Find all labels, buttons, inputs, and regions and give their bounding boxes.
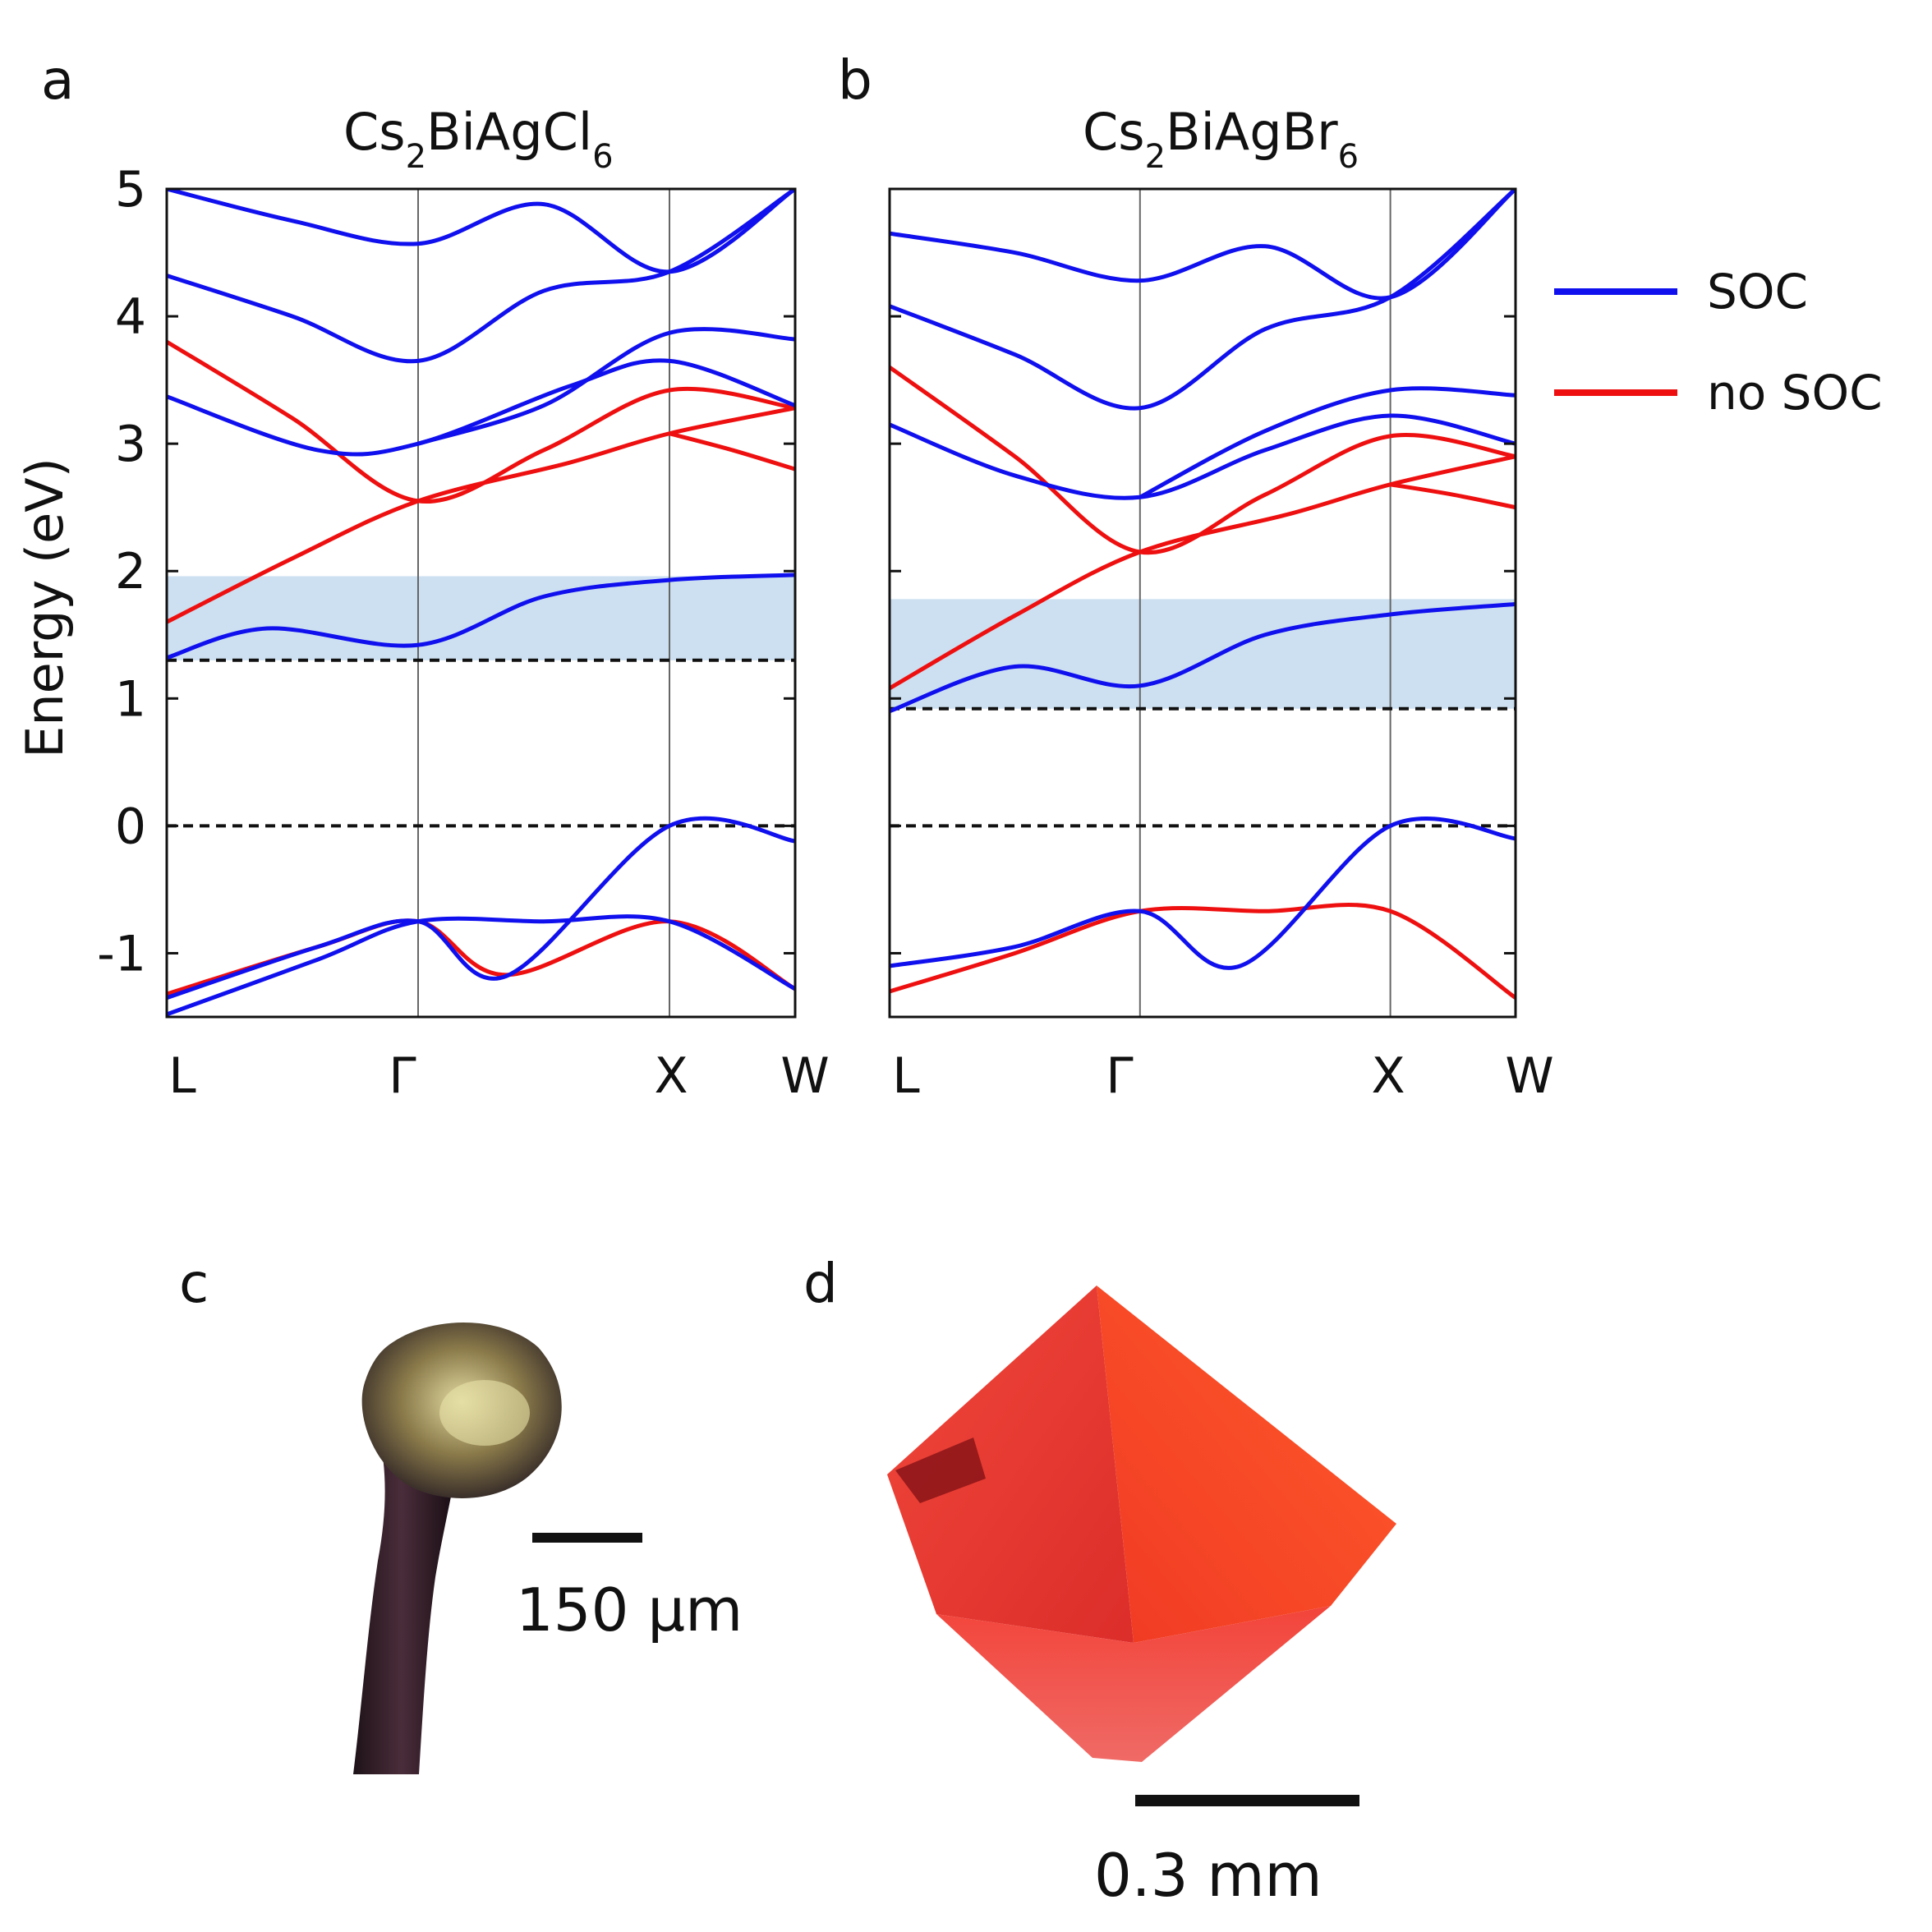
crystal-face-left: [887, 1286, 1134, 1643]
y-tick-labels: 5 4 3 2 1 0 -1: [97, 161, 146, 982]
band-curve-soc: [890, 189, 1516, 301]
title-a-mid: BiAgCl: [426, 102, 592, 162]
title-a-sub2: 6: [592, 138, 613, 176]
panel-b-title: Cs2BiAgBr6: [1083, 102, 1359, 176]
x-tick-label: L: [892, 1047, 920, 1105]
scale-label-d: 0.3 mm: [1094, 1841, 1322, 1910]
y-axis-label: Energy (eV): [15, 458, 75, 758]
plot-frame: [888, 187, 1517, 1019]
band-curve-soc: [890, 816, 1516, 970]
band-curve-no-soc: [890, 903, 1516, 1000]
band-curve-soc: [167, 189, 795, 274]
band-curve-soc: [167, 914, 795, 1017]
title-b-main: Cs: [1083, 102, 1145, 162]
crystal-dark-facet: [895, 1438, 986, 1503]
title-a-sub1: 2: [406, 138, 426, 176]
band-curve-no-soc: [167, 339, 795, 504]
y-tick-label: 1: [115, 670, 146, 728]
band-curve-soc: [890, 189, 1516, 411]
x-tick-label: L: [168, 1047, 196, 1105]
band-curve-soc: [167, 573, 795, 660]
scale-label-c: 150 μm: [516, 1576, 743, 1644]
band-curve-soc: [167, 816, 795, 1000]
band-curve-soc: [890, 413, 1516, 500]
y-tick-label: 0: [115, 798, 146, 855]
photo-crystal-d: 0.3 mm: [887, 1286, 1396, 1910]
title-a-main: Cs: [343, 102, 406, 162]
y-tick-label: -1: [97, 925, 146, 982]
y-tick-label: 4: [115, 288, 146, 346]
panel-letter-a: a: [41, 48, 74, 112]
legend: SOC no SOC: [1554, 264, 1883, 421]
x-tick-label: Γ: [1106, 1047, 1134, 1105]
plot-frame: [165, 187, 797, 1019]
band-curve-no-soc: [669, 431, 795, 472]
x-tick-label: W: [780, 1047, 829, 1105]
panel-letter-c: c: [179, 1252, 209, 1315]
y-tick-label: 3: [115, 416, 146, 473]
crystal-highlight: [439, 1380, 530, 1446]
title-b-sub1: 2: [1145, 138, 1166, 176]
band-curve-no-soc: [1390, 482, 1516, 510]
band-curve-soc: [890, 602, 1516, 714]
photo-crystal-c: 150 μm: [353, 1322, 743, 1774]
band-curve-soc: [167, 189, 795, 364]
band-structure-chart-b: [888, 187, 1517, 1019]
x-tick-label: X: [1371, 1047, 1405, 1105]
gap-shaded-band: [167, 576, 795, 660]
legend-nosoc-label: no SOC: [1707, 365, 1883, 421]
y-tick-label: 5: [115, 161, 146, 218]
x-tick-label: W: [1505, 1047, 1553, 1105]
panel-letter-d: d: [803, 1252, 838, 1315]
crystal-face-right: [1097, 1286, 1396, 1643]
x-tick-label: X: [654, 1047, 688, 1105]
title-b-mid: BiAgBr: [1166, 102, 1338, 162]
legend-soc-label: SOC: [1707, 264, 1808, 320]
panel-a-title: Cs2BiAgCl6: [343, 102, 614, 176]
band-structure-chart-a: [165, 187, 797, 1019]
band-curve-soc: [417, 327, 795, 446]
title-b-sub2: 6: [1338, 138, 1359, 176]
band-curve-soc: [167, 358, 795, 457]
crystal-face-bottom: [936, 1606, 1331, 1762]
gap-shaded-band: [890, 599, 1516, 709]
panel-letter-b: b: [838, 48, 872, 112]
y-tick-label: 2: [115, 543, 146, 600]
band-curve-no-soc: [890, 366, 1516, 555]
band-curve-soc: [1138, 386, 1516, 499]
x-tick-label: Γ: [389, 1047, 416, 1105]
